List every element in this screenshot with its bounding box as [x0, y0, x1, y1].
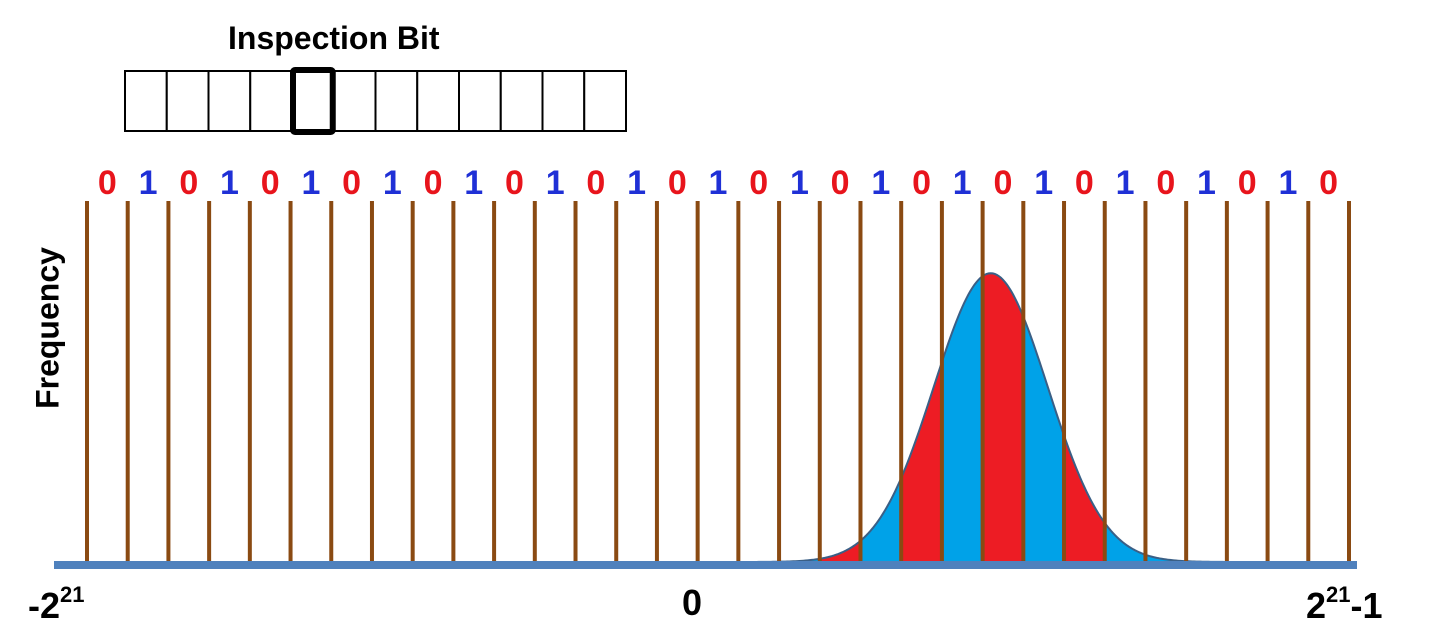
bit-label: 0 — [505, 164, 524, 202]
x-tick-max-base: 2 — [1306, 585, 1327, 626]
register-cell — [207, 70, 252, 132]
bit-label: 0 — [749, 164, 768, 202]
bit-label: 0 — [1238, 164, 1257, 202]
bit-label: 1 — [790, 164, 809, 202]
bit-label: 1 — [1278, 164, 1297, 202]
bit-label: 1 — [383, 164, 402, 202]
bit-label: 1 — [464, 164, 483, 202]
bit-label: 1 — [1197, 164, 1216, 202]
x-tick-max-suffix: -1 — [1350, 585, 1383, 626]
bit-label: 0 — [424, 164, 443, 202]
x-tick-max: 221-1 — [1306, 582, 1383, 627]
bit-label: 0 — [179, 164, 198, 202]
bit-label: 1 — [1116, 164, 1135, 202]
register-cell — [124, 70, 168, 132]
bit-label: 0 — [1156, 164, 1175, 202]
bit-label: 1 — [627, 164, 646, 202]
bit-label: 1 — [871, 164, 890, 202]
bit-label: 0 — [831, 164, 850, 202]
red-bin-region — [901, 361, 942, 562]
bit-label: 1 — [301, 164, 320, 202]
bit-label: 0 — [1075, 164, 1094, 202]
x-tick-max-exp: 21 — [1326, 582, 1351, 607]
register-cell — [416, 70, 460, 132]
inspection-bit-cell — [290, 67, 336, 135]
register-cell — [541, 70, 586, 132]
x-tick-min-exp: 21 — [60, 582, 85, 607]
bit-label: 0 — [342, 164, 361, 202]
register-cell — [249, 70, 293, 132]
bit-label: 1 — [546, 164, 565, 202]
bit-label: 0 — [261, 164, 280, 202]
bit-label: 1 — [1034, 164, 1053, 202]
bit-label: 1 — [709, 164, 728, 202]
bit-label: 0 — [994, 164, 1013, 202]
register-cell — [165, 70, 210, 132]
bit-label: 0 — [912, 164, 931, 202]
x-tick-zero: 0 — [682, 582, 702, 624]
x-tick-zero-label: 0 — [682, 582, 703, 623]
red-bin-region — [819, 540, 861, 562]
bit-label: 0 — [1319, 164, 1338, 202]
register-cell — [583, 70, 627, 132]
x-tick-min: -221 — [28, 582, 85, 627]
bit-label: 0 — [586, 164, 605, 202]
bit-label: 0 — [668, 164, 687, 202]
diagram-title: Inspection Bit — [228, 20, 440, 56]
register-cell — [499, 70, 544, 132]
bit-label: 1 — [953, 164, 972, 202]
register-cell — [332, 70, 377, 132]
bit-label: 1 — [139, 164, 158, 202]
x-tick-min-base: -2 — [28, 585, 61, 626]
y-axis-label: Frequency — [29, 247, 66, 409]
bit-label: 1 — [220, 164, 239, 202]
red-bin-region — [1064, 435, 1105, 562]
red-bin-region — [982, 273, 1024, 562]
bit-label: 0 — [98, 164, 117, 202]
